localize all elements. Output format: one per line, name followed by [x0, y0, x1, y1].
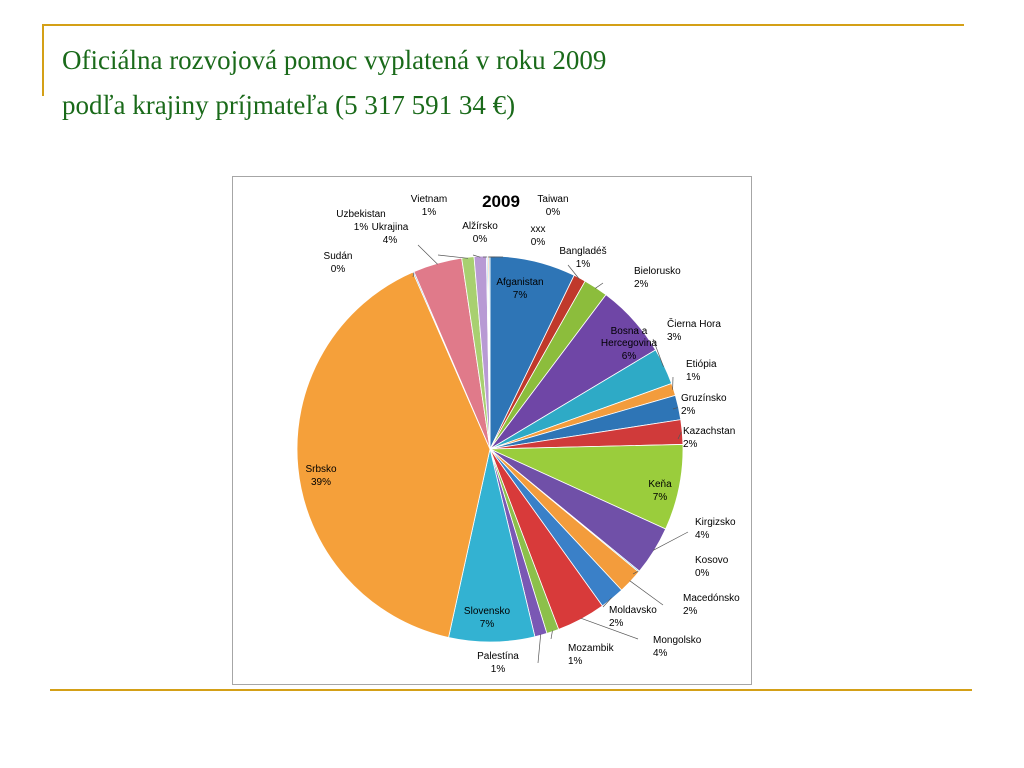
slice-label-21: Vietnam 1% — [411, 194, 448, 218]
slice-label-18: Sudán 0% — [324, 251, 353, 275]
leader-line-21 — [472, 254, 481, 258]
slice-label-22: Alžírsko 0% — [462, 221, 498, 245]
leader-line-7 — [677, 431, 682, 440]
leader-line-18 — [412, 272, 415, 278]
slide-accent-top-line — [42, 24, 964, 26]
slide-title: Oficiálna rozvojová pomoc vyplatená v ro… — [62, 38, 606, 128]
leader-line-19 — [417, 244, 438, 265]
leader-line-11 — [629, 580, 664, 606]
leader-line-12 — [602, 597, 612, 608]
slice-label-23: xxx 0% — [531, 224, 546, 248]
pie-slice-24 — [488, 255, 491, 450]
leader-line-15 — [537, 634, 542, 664]
slice-label-9: Kirgizsko 4% — [695, 517, 736, 541]
slice-label-7: Kazachstan 2% — [683, 426, 735, 450]
slice-label-19: Ukrajina 4% — [372, 222, 409, 246]
slice-label-2: Bielorusko 2% — [634, 266, 681, 290]
leader-line-9 — [652, 531, 689, 551]
leader-line-2 — [595, 282, 604, 289]
leader-line-13 — [580, 617, 639, 640]
slide-accent-bottom-line — [50, 689, 972, 691]
chart-title: 2009 — [482, 192, 520, 211]
slice-label-0: Afganistan 7% — [496, 277, 543, 301]
slice-label-10: Kosovo 0% — [695, 555, 729, 579]
leader-line-14 — [550, 630, 553, 640]
slice-label-11: Macedónsko 2% — [683, 593, 740, 617]
slice-label-3: Bosna a Hercegovina 6% — [601, 326, 658, 362]
slice-label-14: Mozambik 1% — [568, 643, 615, 667]
leader-line-1 — [567, 264, 580, 280]
leader-line-6 — [672, 407, 678, 410]
slice-label-20: Uzbekistan 1% — [336, 209, 385, 233]
slice-label-8: Keňa 7% — [648, 479, 672, 503]
leader-line-10 — [632, 570, 639, 575]
slice-label-15: Palestína 1% — [477, 651, 519, 675]
pie-chart: Afganistan 7% Bangladéš 1% Bielorusko 2% Bosna… — [296, 192, 740, 675]
slice-label-17: Srbsko 39% — [305, 464, 337, 488]
leader-line-20 — [437, 254, 469, 259]
slice-label-5: Etiópia 1% — [686, 359, 717, 383]
slice-label-1: Bangladéš 1% — [559, 246, 606, 270]
slice-label-6: Gruzínsko 2% — [681, 393, 727, 417]
chart-frame: Afganistan 7% Bangladéš 1% Bielorusko 2% Bosna… — [232, 176, 752, 685]
slice-label-4: Čierna Hora 3% — [667, 317, 721, 343]
slide-title-line-1: Oficiálna rozvojová pomoc vyplatená v ro… — [62, 45, 607, 75]
slice-label-16: Slovensko 7% — [464, 606, 511, 630]
slice-label-12: Moldavsko 2% — [609, 605, 657, 629]
slice-label-13: Mongolsko 4% — [653, 635, 702, 659]
leader-line-4 — [652, 338, 664, 367]
slide-accent-vertical-line — [42, 24, 44, 96]
slide-title-line-2: podľa krajiny príjmateľa (5 317 591 34 €… — [62, 90, 516, 120]
slice-label-24: Taiwan 0% — [537, 194, 568, 218]
pie-slice-17 — [296, 271, 491, 638]
